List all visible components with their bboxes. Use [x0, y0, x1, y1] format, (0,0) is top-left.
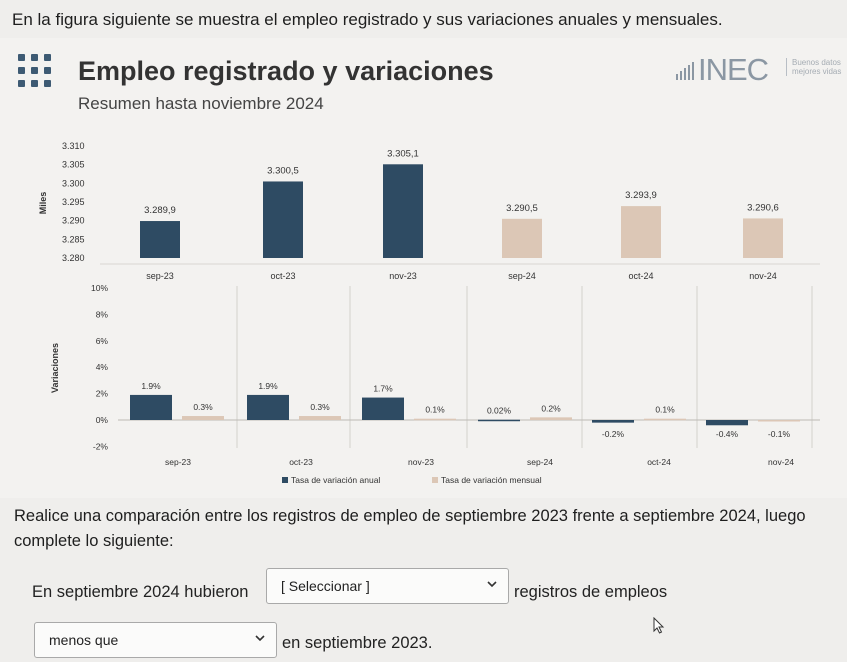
y-tick-label: 3.305	[62, 160, 85, 170]
logo-tagline: Buenos datos mejores vidas	[786, 58, 841, 76]
legend-swatch-annual	[282, 477, 288, 483]
employment-figure: Empleo registrado y variaciones Resumen …	[0, 38, 847, 498]
bar-value-label: 3.300,5	[267, 165, 299, 176]
y-tick-label: 3.290	[62, 216, 85, 226]
monthly-rate-label: 0.3%	[193, 402, 213, 412]
y-tick-label: -2%	[93, 441, 109, 451]
x-tick-label: nov-24	[768, 457, 794, 467]
annual-rate-bar	[592, 420, 634, 423]
x-tick-label: sep-24	[508, 271, 536, 281]
y-tick-label: 4%	[96, 362, 109, 372]
figure-title: Empleo registrado y variaciones	[78, 56, 494, 86]
legend-swatch-monthly	[432, 477, 438, 483]
annual-rate-label: 1.7%	[373, 384, 393, 394]
logo-tagline-2: mejores vidas	[792, 67, 842, 76]
y-tick-label: 3.280	[62, 253, 85, 263]
employment-bar	[140, 221, 180, 258]
bar-value-label: 3.290,6	[747, 202, 779, 213]
y-tick-label: 6%	[96, 336, 109, 346]
employment-bar	[383, 164, 423, 258]
figure-subtitle: Resumen hasta noviembre 2024	[78, 94, 324, 113]
intro-text: En la figura siguiente se muestra el emp…	[12, 10, 723, 29]
x-tick-label: nov-23	[389, 271, 417, 281]
x-tick-label: nov-23	[408, 457, 434, 467]
annual-rate-label: 1.9%	[258, 381, 278, 391]
y-tick-label: 3.285	[62, 234, 85, 244]
inec-logo: INEC Buenos datos mejores vidas	[676, 52, 847, 87]
monthly-rate-label: 0.2%	[541, 403, 561, 413]
annual-rate-label: -0.2%	[602, 429, 625, 439]
bar-value-label: 3.289,9	[144, 205, 176, 216]
x-tick-label: sep-23	[146, 271, 174, 281]
chevron-down-icon	[487, 581, 497, 588]
annual-rate-bar	[130, 394, 172, 420]
comparison-select[interactable]: menos que	[34, 622, 277, 658]
grid-dots-icon	[18, 54, 58, 94]
employment-bar	[621, 206, 661, 258]
x-tick-label: oct-23	[270, 271, 295, 281]
bar-value-label: 3.290,5	[506, 203, 538, 214]
y-tick-label: 3.310	[62, 141, 85, 151]
employment-bar	[502, 218, 542, 258]
y-tick-label: 3.295	[62, 197, 85, 207]
y-axis-label: Variaciones	[50, 343, 60, 393]
annual-rate-bar	[362, 397, 404, 420]
logo-tagline-1: Buenos datos	[792, 58, 841, 67]
legend-label-monthly: Tasa de variación mensual	[441, 475, 542, 485]
annual-rate-bar	[247, 394, 289, 420]
select-value: menos que	[49, 632, 119, 648]
y-tick-label: 10%	[91, 283, 108, 293]
mouse-cursor-icon	[653, 617, 665, 634]
x-tick-label: oct-24	[628, 271, 653, 281]
sentence1-end: registros de empleos	[514, 583, 668, 601]
annual-rate-label: -0.4%	[716, 429, 739, 439]
monthly-rate-label: 0.3%	[310, 402, 330, 412]
monthly-rate-label: 0.1%	[655, 405, 675, 415]
question-text: Realice una comparación entre los regist…	[14, 507, 806, 550]
monthly-rate-bar	[530, 417, 572, 420]
x-tick-label: sep-23	[165, 457, 191, 467]
bar-value-label: 3.293,9	[625, 190, 657, 201]
select-value: [ Seleccionar ]	[281, 578, 370, 594]
monthly-rate-label: -0.1%	[768, 429, 791, 439]
chevron-down-icon	[255, 635, 265, 642]
logo-text: INEC	[698, 52, 769, 87]
y-tick-label: 0%	[96, 415, 109, 425]
x-tick-label: oct-23	[289, 457, 313, 467]
bar-value-label: 3.305,1	[387, 148, 419, 159]
employment-bar	[263, 181, 303, 258]
monthly-rate-bar	[182, 416, 224, 420]
employment-count-select[interactable]: [ Seleccionar ]	[266, 568, 509, 604]
x-tick-label: sep-24	[527, 457, 553, 467]
monthly-rate-label: 0.1%	[425, 405, 445, 415]
charts-svg: 3.310 3.305 3.300 3.295 3.290 3.285 3.280 Miles…	[38, 141, 820, 485]
logo-bars-icon	[676, 62, 694, 80]
sentence2-end: en septiembre 2023.	[282, 634, 433, 652]
annual-rate-bar	[706, 420, 748, 426]
x-tick-label: oct-24	[647, 457, 671, 467]
sentence1-start: En septiembre 2024 hubieron	[32, 583, 249, 601]
legend-label-annual: Tasa de variación anual	[291, 475, 380, 485]
monthly-rate-bar	[758, 420, 800, 422]
monthly-rate-bar	[414, 418, 456, 421]
y-axis-label: Miles	[38, 192, 48, 215]
monthly-rate-bar	[644, 418, 686, 421]
y-tick-label: 8%	[96, 309, 109, 319]
monthly-rate-bar	[299, 416, 341, 420]
x-tick-label: nov-24	[749, 271, 777, 281]
y-tick-label: 2%	[96, 389, 109, 399]
annual-rate-label: 0.02%	[487, 406, 512, 416]
annual-rate-bar	[478, 419, 520, 422]
annual-rate-label: 1.9%	[141, 381, 161, 391]
employment-bar	[743, 218, 783, 258]
y-tick-label: 3.300	[62, 178, 85, 188]
